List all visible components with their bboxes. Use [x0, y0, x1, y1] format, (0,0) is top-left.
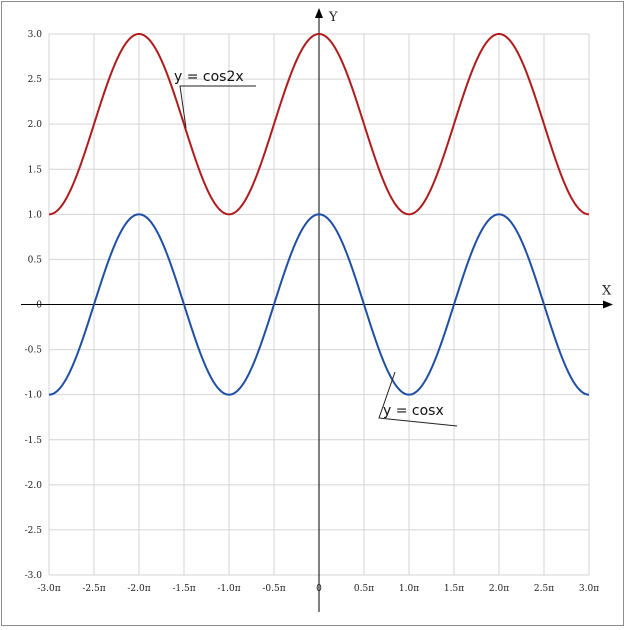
x-tick-label: 1.0π — [399, 584, 419, 594]
series-line-cosx — [48, 213, 590, 396]
x-tick-labels: -3.0π-2.5π-2.0π-1.5π-1.0π-0.5π00.5π1.0π1… — [37, 584, 599, 594]
x-tick-label: -1.5π — [172, 584, 195, 594]
x-tick-label: 2.5π — [534, 584, 554, 594]
y-tick-label: 2.0 — [28, 120, 43, 130]
y-axis-label: Y — [328, 10, 338, 25]
x-tick-label: -2.0π — [127, 584, 150, 594]
y-tick-label: 2.5 — [28, 75, 43, 85]
cos2x-leader-line — [179, 85, 256, 129]
y-tick-label: -2.0 — [25, 481, 43, 491]
x-axis-label: X — [602, 284, 612, 299]
y-tick-label: -2.5 — [25, 526, 43, 536]
cosx-annotation: y = cosx — [383, 403, 444, 419]
x-tick-label: -0.5π — [262, 584, 285, 594]
x-tick-label: 1.5π — [444, 584, 464, 594]
curve-annotations: y = cos2x y = cosx — [174, 69, 458, 427]
y-tick-label: 1.5 — [28, 165, 43, 175]
axes: X Y — [21, 8, 613, 612]
x-tick-label: 3.0π — [579, 584, 599, 594]
y-tick-label: -1.0 — [25, 391, 43, 401]
cos2x-annotation: y = cos2x — [174, 69, 244, 85]
cosx-leader-line — [378, 371, 458, 427]
y-tick-label: -3.0 — [25, 571, 43, 581]
series-line-cos2x — [48, 33, 590, 216]
x-tick-label: 0.5π — [354, 584, 374, 594]
y-tick-label: 3.0 — [28, 30, 43, 40]
y-tick-label: 0 — [36, 301, 42, 311]
series-lines — [48, 33, 590, 396]
x-tick-label: 2.0π — [489, 584, 509, 594]
y-tick-label: -0.5 — [25, 346, 43, 356]
x-tick-label: -2.5π — [82, 584, 105, 594]
y-tick-labels: 3.0 2.5 2.0 1.5 1.0 0.5 0 -0.5 -1.0 -1.5 -2.0 -2.5 -… — [25, 30, 43, 581]
y-tick-label: -1.5 — [25, 436, 43, 446]
y-tick-label: 0.5 — [28, 255, 43, 265]
y-tick-label: 1.0 — [28, 210, 43, 220]
x-tick-label: -3.0π — [37, 584, 60, 594]
x-tick-label: -1.0π — [217, 584, 240, 594]
